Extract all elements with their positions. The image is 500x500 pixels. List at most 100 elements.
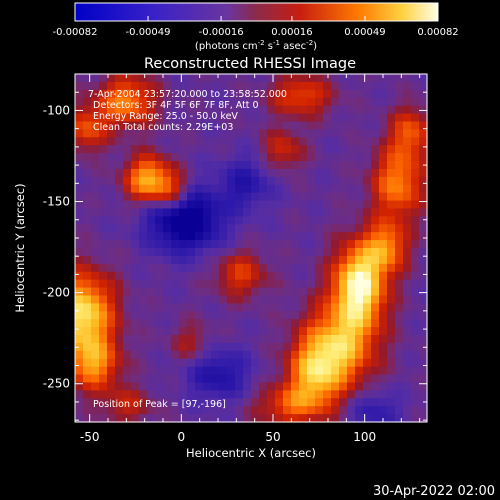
heatmap-cell: [179, 263, 188, 273]
heatmap-cell: [163, 406, 172, 415]
heatmap-cell: [123, 145, 132, 154]
heatmap-cell: [107, 263, 116, 273]
heatmap-cell: [379, 74, 388, 83]
heatmap-cell: [411, 382, 420, 391]
heatmap-cell: [83, 263, 92, 273]
heatmap-cell: [91, 74, 100, 83]
heatmap-cell: [75, 200, 84, 210]
heatmap-cell: [83, 105, 92, 115]
heatmap-cell: [307, 240, 316, 249]
heatmap-cell: [267, 184, 276, 194]
heatmap-cell: [387, 200, 396, 210]
heatmap-cell: [195, 366, 204, 376]
heatmap-cell: [363, 311, 372, 320]
heatmap-cell: [107, 232, 116, 241]
heatmap-cell: [307, 263, 316, 273]
heatmap-cell: [227, 319, 236, 328]
heatmap-cell: [411, 129, 420, 138]
heatmap-cell: [219, 287, 228, 297]
colorbar-gradient: [74, 2, 439, 22]
heatmap-cell: [235, 121, 244, 130]
heatmap-cell: [75, 216, 84, 225]
heatmap-cell: [395, 97, 404, 107]
heatmap-cell: [75, 255, 84, 265]
heatmap-cell: [123, 327, 132, 336]
heatmap-cell: [155, 406, 164, 415]
heatmap-cell: [107, 97, 116, 107]
heatmap-cell: [155, 232, 164, 241]
heatmap-cell: [323, 240, 332, 249]
heatmap-cell: [379, 295, 388, 304]
heatmap-cell: [235, 303, 244, 312]
heatmap-cell: [419, 184, 428, 194]
heatmap-cell: [219, 153, 228, 162]
heatmap-cell: [139, 129, 148, 138]
heatmap-cell: [75, 374, 84, 384]
heatmap-cell: [147, 97, 156, 107]
heatmap-cell: [363, 398, 372, 407]
heatmap-cell: [307, 153, 316, 162]
heatmap-cell: [155, 255, 164, 265]
heatmap-cell: [227, 200, 236, 210]
heatmap-cell: [299, 208, 308, 217]
heatmap-cell: [315, 89, 324, 99]
heatmap-cell: [387, 342, 396, 352]
heatmap-cell: [235, 295, 244, 304]
heatmap-cell: [275, 192, 284, 202]
heatmap-cell: [187, 224, 196, 233]
heatmap-cell: [227, 121, 236, 130]
heatmap-cell: [243, 216, 252, 225]
heatmap-cell: [347, 113, 356, 123]
heatmap-cell: [155, 398, 164, 407]
heatmap-cell: [283, 414, 292, 423]
heatmap-cell: [403, 295, 412, 304]
heatmap-cell: [219, 145, 228, 154]
heatmap-cell: [179, 240, 188, 249]
heatmap-cell: [275, 382, 284, 391]
heatmap-cell: [75, 240, 84, 249]
heatmap-cell: [219, 89, 228, 99]
heatmap-cell: [347, 271, 356, 281]
heatmap-cell: [259, 271, 268, 281]
heatmap-cell: [275, 208, 284, 217]
heatmap-cell: [347, 414, 356, 423]
heatmap-cell: [395, 382, 404, 391]
heatmap-cell: [211, 176, 220, 186]
heatmap-cell: [315, 113, 324, 123]
heatmap-cell: [307, 176, 316, 186]
heatmap-cell: [355, 208, 364, 217]
heatmap-cell: [123, 105, 132, 115]
heatmap-cell: [275, 263, 284, 273]
heatmap-cell: [107, 374, 116, 384]
heatmap-cell: [235, 398, 244, 407]
heatmap-cell: [107, 248, 116, 257]
heatmap-cell: [203, 168, 212, 178]
heatmap-cell: [163, 145, 172, 154]
heatmap-cell: [139, 319, 148, 328]
heatmap-cell: [75, 113, 84, 123]
heatmap-cell: [419, 240, 428, 249]
heatmap-cell: [203, 137, 212, 146]
heatmap-cell: [227, 271, 236, 281]
heatmap-cell: [411, 81, 420, 91]
heatmap-cell: [283, 168, 292, 178]
heatmap-cell: [107, 350, 116, 360]
heatmap-cell: [131, 137, 140, 146]
heatmap-cell: [323, 97, 332, 107]
heatmap-cell: [147, 319, 156, 328]
heatmap-cell: [283, 129, 292, 138]
heatmap-cell: [115, 279, 124, 289]
heatmap-cell: [379, 366, 388, 376]
heatmap-cell: [387, 271, 396, 281]
heatmap-cell: [331, 81, 340, 91]
heatmap-cell: [211, 200, 220, 210]
heatmap-cell: [99, 303, 108, 312]
heatmap-cell: [75, 295, 84, 304]
heatmap-cell: [419, 74, 428, 83]
heatmap-cell: [291, 398, 300, 407]
annotation-energy-range: Energy Range: 25.0 - 50.0 keV: [93, 111, 238, 122]
heatmap-cell: [227, 97, 236, 107]
heatmap-cell: [195, 121, 204, 130]
heatmap-cell: [227, 192, 236, 202]
heatmap-cell: [411, 232, 420, 241]
